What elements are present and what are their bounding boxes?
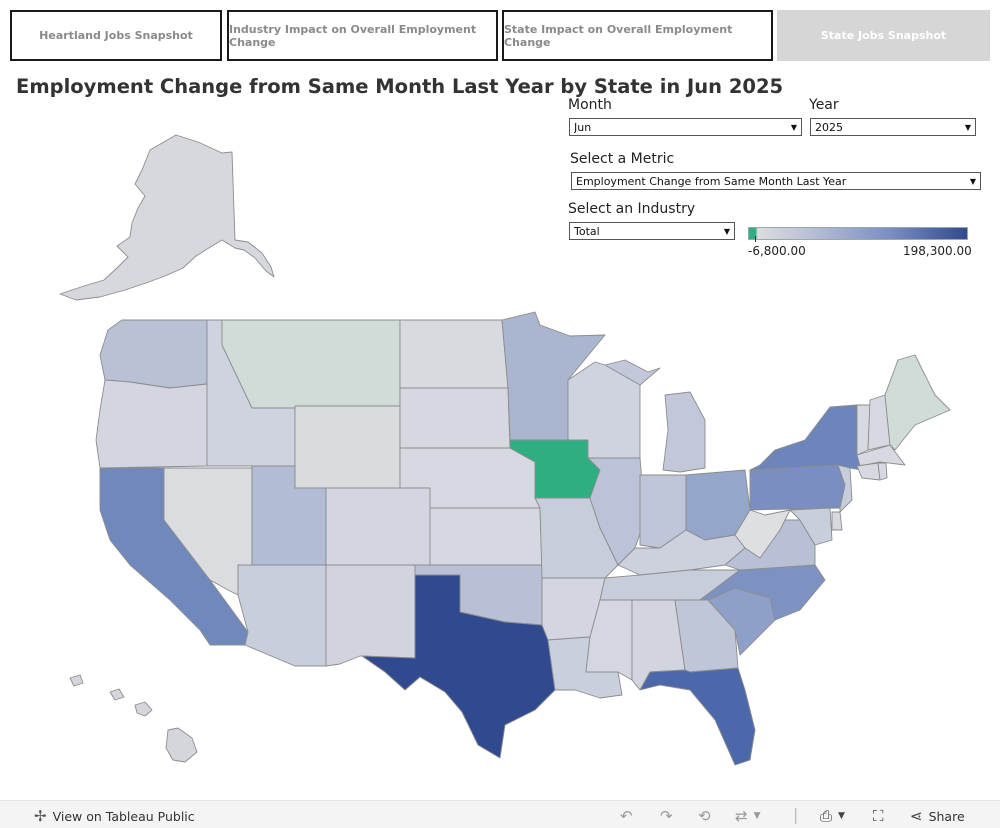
state-south-dakota[interactable] bbox=[399, 387, 511, 449]
refresh-icon: ⇄ bbox=[735, 807, 748, 825]
revert-icon: ⟲ bbox=[698, 807, 711, 825]
chevron-down-icon: ▼ bbox=[723, 226, 731, 236]
tableau-footer: ✢ View on Tableau Public ↶ ↷ ⟲ ⇄ ▼ | ⎙ ▼ ⛶… bbox=[0, 800, 1000, 828]
month-filter-label: Month bbox=[568, 97, 612, 113]
share-label: Share bbox=[928, 808, 965, 824]
state-north-dakota[interactable] bbox=[399, 319, 509, 389]
dashboard-tabs: Heartland Jobs Snapshot Industry Impact … bbox=[10, 10, 990, 61]
refresh-button[interactable]: ⇄ ▼ bbox=[735, 807, 761, 825]
state-maine[interactable] bbox=[884, 354, 951, 451]
tab-heartland-jobs-snapshot[interactable]: Heartland Jobs Snapshot bbox=[10, 10, 222, 61]
legend-max-label: 198,300.00 bbox=[903, 244, 972, 258]
toolbar-divider: | bbox=[793, 805, 799, 824]
page-title: Employment Change from Same Month Last Y… bbox=[16, 75, 784, 98]
revert-button[interactable]: ⟲ bbox=[698, 807, 711, 825]
undo-button[interactable]: ↶ bbox=[620, 807, 633, 825]
state-washington[interactable] bbox=[99, 319, 208, 389]
state-kansas[interactable] bbox=[429, 507, 543, 566]
industry-filter-label: Select an Industry bbox=[568, 201, 696, 217]
legend-tick bbox=[755, 236, 756, 242]
metric-filter-label: Select a Metric bbox=[570, 151, 675, 167]
year-filter-label: Year bbox=[809, 97, 839, 113]
month-dropdown[interactable]: Jun ▼ bbox=[569, 118, 802, 136]
fullscreen-button[interactable]: ⛶ bbox=[873, 807, 884, 825]
state-montana[interactable] bbox=[221, 319, 401, 409]
state-west-virginia[interactable] bbox=[734, 509, 791, 559]
year-dropdown-value: 2025 bbox=[815, 120, 843, 134]
state-hawaii-oahu[interactable] bbox=[109, 688, 125, 701]
state-florida[interactable] bbox=[639, 667, 756, 766]
state-hawaii-maui[interactable] bbox=[134, 701, 153, 717]
tableau-logo-icon: ✢ bbox=[34, 807, 47, 825]
metric-dropdown[interactable]: Employment Change from Same Month Last Y… bbox=[571, 172, 981, 190]
metric-dropdown-value: Employment Change from Same Month Last Y… bbox=[576, 174, 847, 188]
view-on-tableau-public-link[interactable]: ✢ View on Tableau Public bbox=[34, 807, 195, 825]
state-alaska[interactable] bbox=[59, 134, 275, 301]
industry-dropdown[interactable]: Total ▼ bbox=[569, 222, 735, 240]
state-connecticut[interactable] bbox=[856, 462, 881, 481]
chevron-down-icon: ▼ bbox=[969, 176, 977, 186]
state-massachusetts[interactable] bbox=[856, 444, 906, 467]
state-michigan[interactable] bbox=[604, 359, 706, 473]
state-hawaii-big-island[interactable] bbox=[165, 727, 198, 763]
industry-dropdown-value: Total bbox=[574, 224, 600, 238]
download-button[interactable]: ⎙ ▼ bbox=[820, 807, 845, 825]
redo-icon: ↷ bbox=[660, 807, 673, 825]
state-arizona[interactable] bbox=[237, 564, 327, 667]
fullscreen-icon: ⛶ bbox=[873, 807, 884, 825]
month-dropdown-value: Jun bbox=[574, 120, 592, 134]
share-button[interactable]: ⋖ Share bbox=[910, 807, 965, 825]
share-icon: ⋖ bbox=[910, 807, 923, 825]
state-colorado[interactable] bbox=[325, 487, 431, 566]
state-minnesota[interactable] bbox=[501, 311, 606, 441]
state-maryland[interactable] bbox=[789, 507, 833, 546]
state-texas[interactable] bbox=[361, 574, 556, 759]
us-state-map[interactable] bbox=[0, 120, 1000, 785]
state-hawaii-kauai[interactable] bbox=[69, 674, 84, 687]
chevron-down-icon: ▼ bbox=[964, 122, 972, 132]
state-oregon[interactable] bbox=[95, 379, 208, 469]
state-pennsylvania[interactable] bbox=[749, 464, 846, 511]
chevron-down-icon: ▼ bbox=[753, 811, 761, 821]
download-icon: ⎙ bbox=[820, 807, 833, 825]
chevron-down-icon: ▼ bbox=[790, 122, 798, 132]
chevron-down-icon: ▼ bbox=[838, 811, 845, 821]
state-delaware[interactable] bbox=[831, 511, 843, 531]
tab-industry-impact[interactable]: Industry Impact on Overall Employment Ch… bbox=[227, 10, 498, 61]
tab-state-impact[interactable]: State Impact on Overall Employment Chang… bbox=[502, 10, 773, 61]
state-new-mexico[interactable] bbox=[325, 564, 416, 667]
legend-min-label: -6,800.00 bbox=[748, 244, 806, 258]
color-legend-bar bbox=[748, 227, 968, 240]
tab-state-jobs-snapshot[interactable]: State Jobs Snapshot bbox=[777, 10, 990, 61]
year-dropdown[interactable]: 2025 ▼ bbox=[810, 118, 976, 136]
undo-icon: ↶ bbox=[620, 807, 633, 825]
state-new-york[interactable] bbox=[749, 404, 863, 471]
state-wyoming[interactable] bbox=[294, 405, 401, 489]
state-rhode-island[interactable] bbox=[877, 462, 888, 481]
view-on-tableau-public-label: View on Tableau Public bbox=[52, 808, 195, 824]
redo-button[interactable]: ↷ bbox=[660, 807, 673, 825]
